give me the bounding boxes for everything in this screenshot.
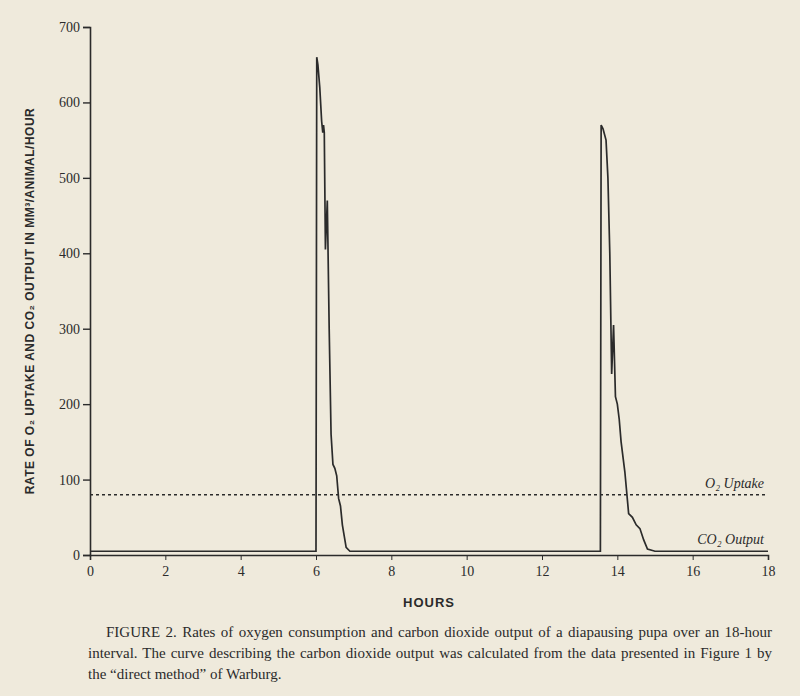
- y-tick: 300: [59, 322, 90, 337]
- x-tick-label: 18: [762, 564, 776, 579]
- y-tick-mark: [83, 102, 90, 103]
- plot-area: [90, 57, 768, 551]
- x-tick-mark: [693, 555, 694, 560]
- y-tick: 400: [59, 246, 90, 261]
- y-tick: 700: [59, 20, 90, 35]
- x-tick-mark: [316, 555, 317, 560]
- x-tick-mark: [467, 555, 468, 560]
- x-tick-mark: [768, 555, 769, 560]
- y-tick-mark: [83, 253, 90, 254]
- x-axis: 0 2 4 6 8 10 12 14 16 18: [87, 555, 776, 579]
- x-tick: 0: [87, 555, 94, 579]
- y-tick-label: 0: [73, 548, 80, 563]
- series-line: [90, 57, 768, 551]
- x-tick-label: 6: [313, 564, 320, 579]
- y-tick: 600: [59, 95, 90, 110]
- y-axis-title: RATE OF O₂ UPTAKE AND CO₂ OUTPUT IN MM³/…: [23, 108, 37, 495]
- x-tick: 14: [611, 555, 625, 579]
- x-tick: 18: [762, 555, 776, 579]
- x-tick: 12: [536, 555, 550, 579]
- x-tick: 16: [686, 555, 700, 579]
- y-tick-label: 300: [59, 322, 80, 337]
- x-tick-mark: [241, 555, 242, 560]
- y-tick-label: 200: [59, 397, 80, 412]
- x-tick-label: 2: [162, 564, 169, 579]
- x-tick-mark: [617, 555, 618, 560]
- x-tick: 8: [388, 555, 395, 579]
- y-tick-label: 700: [59, 20, 80, 35]
- y-tick-mark: [83, 27, 90, 28]
- y-tick: 200: [59, 397, 90, 412]
- y-tick-mark: [83, 178, 90, 179]
- y-axis-line: [83, 28, 91, 556]
- y-tick-label: 400: [59, 246, 80, 261]
- y-tick: 100: [59, 473, 90, 488]
- x-axis-line: [91, 556, 769, 561]
- x-tick-label: 12: [536, 564, 550, 579]
- x-tick-mark: [165, 555, 166, 560]
- x-tick: 4: [238, 555, 245, 579]
- x-tick-label: 16: [686, 564, 700, 579]
- x-axis-title: HOURS: [403, 595, 455, 610]
- y-tick-mark: [83, 404, 90, 405]
- y-axis: 0 100 200 300 400 500 600 700: [59, 20, 91, 563]
- x-tick-label: 0: [87, 564, 94, 579]
- x-tick-label: 8: [388, 564, 395, 579]
- y-tick: 0: [73, 548, 90, 563]
- x-tick: 10: [460, 555, 474, 579]
- y-tick-label: 500: [59, 171, 80, 186]
- chart: 0 2 4 6 8 10 12 14 16 18 0 100 200 300 400 500 600 700 O₂ …: [0, 0, 800, 610]
- x-tick-label: 14: [611, 564, 625, 579]
- y-tick-mark: [83, 329, 90, 330]
- series-line: [90, 494, 768, 496]
- y-tick: 500: [59, 171, 90, 186]
- x-tick-label: 4: [238, 564, 245, 579]
- caption: FIGURE 2. Rates of oxygen consumption an…: [88, 622, 772, 685]
- x-tick: 6: [313, 555, 320, 579]
- y-tick-label: 100: [59, 473, 80, 488]
- y-tick-mark: [83, 555, 90, 556]
- x-tick-mark: [391, 555, 392, 560]
- series-label: O₂ Uptake: [705, 476, 764, 491]
- x-tick: 2: [162, 555, 169, 579]
- x-tick-mark: [542, 555, 543, 560]
- y-tick-label: 600: [59, 95, 80, 110]
- series-label: CO₂ Output: [697, 532, 765, 547]
- y-tick-mark: [83, 479, 90, 480]
- x-tick-label: 10: [460, 564, 474, 579]
